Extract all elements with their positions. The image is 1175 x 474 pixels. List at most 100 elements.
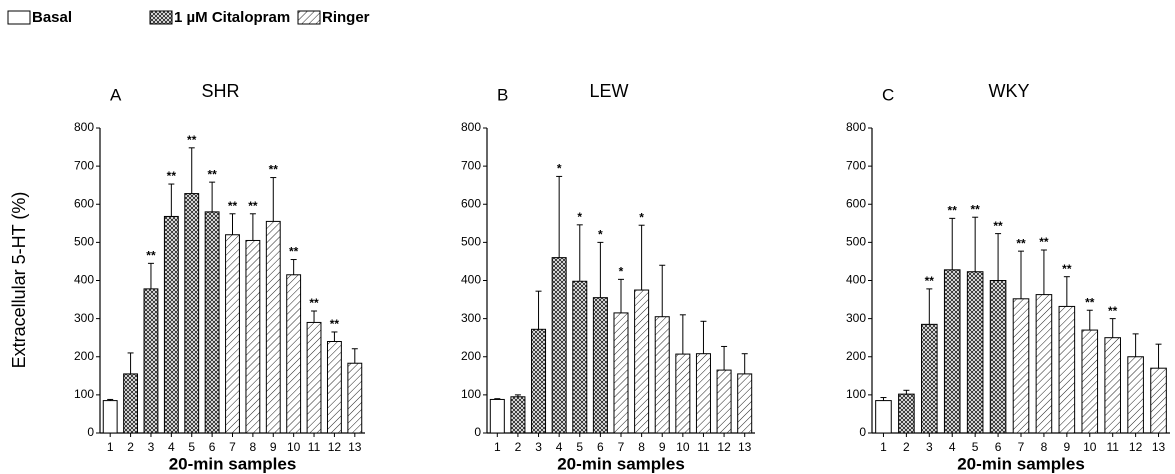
bar xyxy=(489,398,505,434)
y-tick-label: 600 xyxy=(846,196,866,210)
x-tick-label: 5 xyxy=(188,440,195,454)
bar xyxy=(695,353,711,434)
x-tick-label: 11 xyxy=(1106,440,1119,454)
bar xyxy=(875,400,892,434)
x-tick-label: 8 xyxy=(250,440,257,454)
significance-marker: * xyxy=(557,162,562,176)
significance-marker: * xyxy=(639,210,644,224)
bar xyxy=(898,393,915,434)
x-tick-label: 1 xyxy=(107,440,114,454)
bar xyxy=(1127,356,1144,434)
x-tick-label: 11 xyxy=(308,440,321,454)
legend-label: Ringer xyxy=(322,9,370,26)
y-tick-label: 600 xyxy=(74,196,94,210)
bar xyxy=(143,288,159,434)
bar xyxy=(163,215,179,434)
significance-marker: ** xyxy=(289,245,299,259)
legend-label: 1 µM Citalopram xyxy=(174,9,290,26)
y-tick-label: 500 xyxy=(461,235,481,249)
x-axis-label: 20-min samples xyxy=(957,454,1085,473)
bar xyxy=(245,239,261,434)
significance-marker: * xyxy=(619,265,624,279)
y-tick-label: 400 xyxy=(461,273,481,287)
significance-marker: * xyxy=(598,228,603,242)
bar xyxy=(531,328,547,434)
significance-marker: ** xyxy=(269,163,279,177)
y-tick-label: 200 xyxy=(74,349,94,363)
significance-marker: * xyxy=(577,210,582,224)
bar xyxy=(123,373,139,434)
bar xyxy=(943,269,961,434)
panel-label: C xyxy=(882,85,894,104)
y-tick-label: 500 xyxy=(846,235,866,249)
bar xyxy=(1104,337,1121,434)
bar xyxy=(1035,294,1053,434)
significance-marker: ** xyxy=(948,204,958,218)
x-axis-label: 20-min samples xyxy=(557,454,685,473)
y-tick-label: 100 xyxy=(846,387,866,401)
y-tick-label: 400 xyxy=(74,273,94,287)
bar xyxy=(1058,305,1076,434)
significance-marker: ** xyxy=(187,133,197,147)
y-tick-label: 200 xyxy=(461,349,481,363)
y-tick-label: 800 xyxy=(846,120,866,134)
panel-label: B xyxy=(497,85,508,104)
panel-label: A xyxy=(110,85,122,104)
significance-marker: ** xyxy=(1016,236,1026,250)
bar xyxy=(184,193,200,434)
bar xyxy=(204,211,220,434)
x-tick-label: 4 xyxy=(949,440,956,454)
x-tick-label: 3 xyxy=(926,440,933,454)
bar xyxy=(737,373,753,434)
x-tick-label: 10 xyxy=(676,440,690,454)
significance-marker: ** xyxy=(993,219,1003,233)
bar xyxy=(966,271,984,434)
chart-title: LEW xyxy=(589,81,628,101)
significance-marker: ** xyxy=(1039,235,1049,249)
bar xyxy=(613,312,629,434)
bar xyxy=(510,396,526,434)
y-tick-label: 0 xyxy=(859,425,866,439)
y-tick-label: 200 xyxy=(846,349,866,363)
legend-swatch xyxy=(297,10,321,25)
y-tick-label: 0 xyxy=(87,425,94,439)
x-tick-label: 6 xyxy=(209,440,216,454)
bar xyxy=(326,341,342,434)
bar xyxy=(225,234,240,434)
x-tick-label: 5 xyxy=(972,440,979,454)
x-tick-label: 9 xyxy=(659,440,666,454)
bar xyxy=(1012,298,1030,434)
y-tick-label: 600 xyxy=(461,196,481,210)
y-tick-label: 300 xyxy=(461,311,481,325)
y-tick-label: 700 xyxy=(846,158,866,172)
bar xyxy=(102,400,118,434)
y-tick-label: 0 xyxy=(474,425,481,439)
x-tick-label: 13 xyxy=(1152,440,1166,454)
significance-marker: ** xyxy=(309,296,319,310)
significance-marker: ** xyxy=(1085,295,1095,309)
significance-marker: ** xyxy=(228,199,238,213)
x-tick-label: 6 xyxy=(995,440,1002,454)
significance-marker: ** xyxy=(1062,262,1072,276)
x-tick-label: 7 xyxy=(1018,440,1025,454)
y-tick-label: 500 xyxy=(74,235,94,249)
bar xyxy=(265,220,281,434)
x-tick-label: 8 xyxy=(1041,440,1048,454)
legend-swatch xyxy=(7,10,31,25)
bar xyxy=(634,289,650,434)
x-tick-label: 8 xyxy=(638,440,645,454)
x-tick-label: 12 xyxy=(717,440,731,454)
x-tick-label: 11 xyxy=(697,440,710,454)
x-tick-label: 2 xyxy=(127,440,134,454)
significance-marker: ** xyxy=(207,167,217,181)
x-tick-label: 13 xyxy=(738,440,752,454)
bar xyxy=(572,280,588,434)
x-tick-label: 4 xyxy=(168,440,175,454)
bar xyxy=(286,274,302,434)
y-tick-label: 800 xyxy=(74,120,94,134)
legend-swatch xyxy=(149,10,173,25)
x-tick-label: 12 xyxy=(328,440,342,454)
x-tick-label: 3 xyxy=(148,440,155,454)
x-tick-label: 1 xyxy=(880,440,887,454)
x-tick-label: 13 xyxy=(348,440,362,454)
